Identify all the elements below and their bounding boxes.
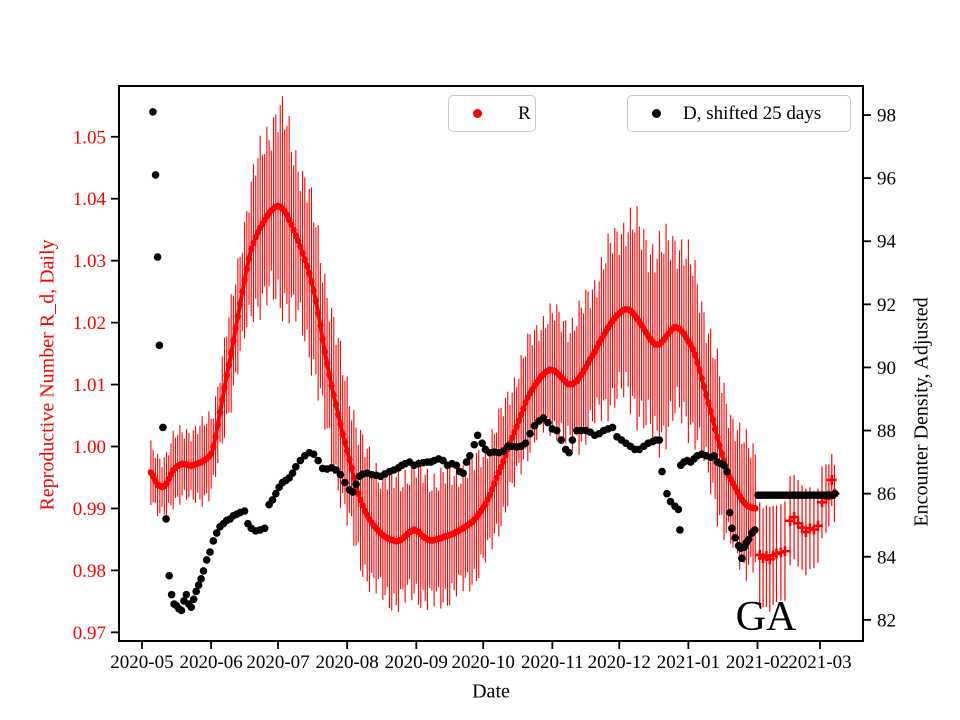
y-tick-label-left: 1.00 [73, 437, 106, 458]
x-tick-label: 2020-06 [179, 652, 242, 673]
y-tick-label-left: 0.99 [73, 499, 106, 520]
y-tick-label-right: 96 [877, 169, 896, 190]
tick-marks [111, 114, 871, 649]
y-tick-label-right: 82 [877, 610, 896, 631]
y-tick-label-right: 84 [877, 547, 897, 568]
r-tail-points [754, 453, 840, 612]
y-tick-label-right: 88 [877, 421, 896, 442]
y-tick-label-left: 1.05 [73, 127, 106, 148]
axes-spines [118, 85, 864, 642]
legend-d: D, shifted 25 days [627, 95, 851, 132]
y-tick-label-left: 0.97 [73, 623, 106, 644]
y-tick-label-left: 0.98 [73, 561, 106, 582]
right-axis-title: Encounter Density, Adjusted [910, 297, 933, 527]
x-tick-label: 2021-01 [657, 652, 720, 673]
x-tick-label: 2020-12 [588, 652, 651, 673]
y-tick-label-right: 90 [877, 358, 896, 379]
legend-d-label: D, shifted 25 days [683, 102, 822, 124]
x-tick-label: 2020-09 [385, 652, 448, 673]
state-annotation: GA [735, 594, 797, 640]
legend-d-marker-icon [652, 109, 661, 118]
x-tick-label: 2020-05 [110, 652, 173, 673]
y-tick-label-left: 1.02 [73, 313, 106, 334]
x-tick-label: 2020-08 [315, 652, 378, 673]
x-tick-label: 2021-02 [726, 652, 789, 673]
x-tick-label: 2020-10 [452, 652, 515, 673]
y-tick-label-right: 98 [877, 106, 896, 127]
r-line [147, 202, 759, 545]
d-scatter [149, 108, 839, 615]
left-axis-title: Reproductive Number R_d, Daily [36, 239, 59, 511]
x-tick-label: 2020-11 [521, 652, 584, 673]
y-tick-label-right: 86 [877, 484, 896, 505]
x-axis-title: Date [472, 680, 510, 703]
legend-r-marker-icon [473, 109, 482, 118]
x-tick-label: 2020-07 [246, 652, 309, 673]
y-tick-label-right: 92 [877, 295, 896, 316]
x-tick-label: 2021-03 [788, 652, 851, 673]
y-tick-label-left: 1.01 [73, 375, 106, 396]
y-tick-label-right: 94 [877, 232, 897, 253]
y-tick-label-left: 1.04 [73, 189, 107, 210]
legend-r: R [448, 95, 536, 132]
y-tick-label-left: 1.03 [73, 251, 106, 272]
legend-r-label: R [518, 102, 531, 124]
tick-labels: 2020-05 2020-06 2020-07 2020-08 2020-09 2020-… [73, 106, 897, 673]
